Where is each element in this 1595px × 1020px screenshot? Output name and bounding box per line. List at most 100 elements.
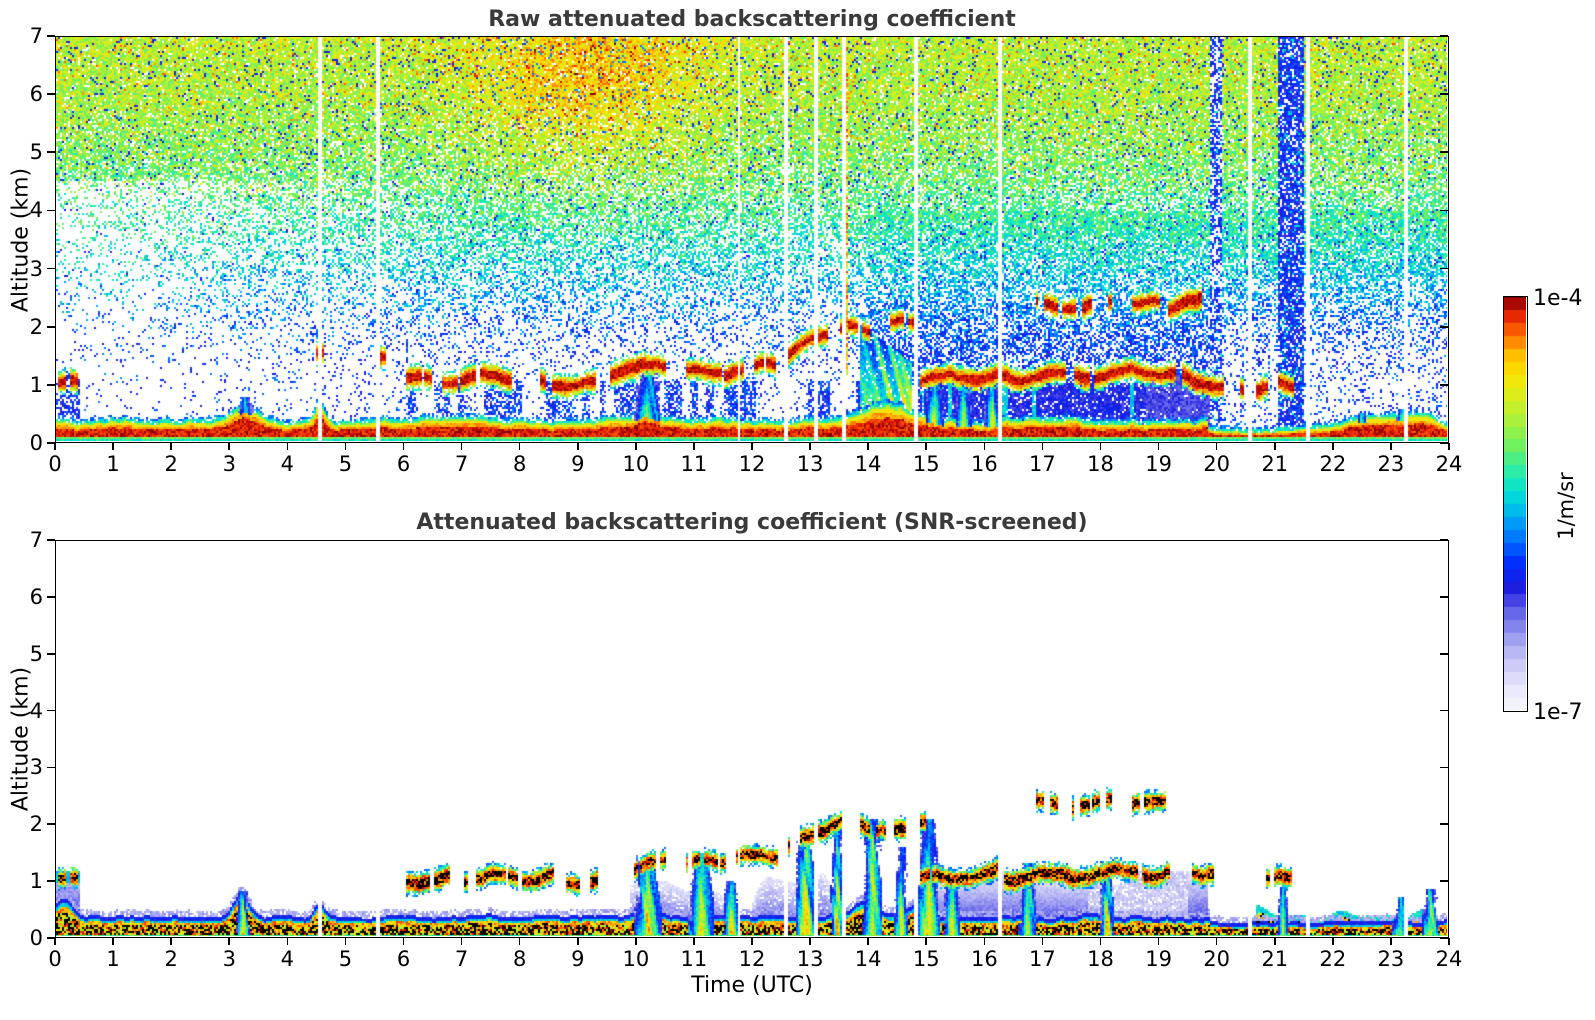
x-tick	[1448, 938, 1450, 945]
y-tick	[47, 384, 55, 386]
x-tick-label: 13	[796, 452, 824, 476]
x-tick-label: 3	[222, 947, 236, 971]
x-tick	[228, 443, 231, 450]
x-tick	[1215, 938, 1218, 945]
y-tick-right	[1439, 384, 1448, 386]
y-tick-label: 4	[29, 698, 43, 723]
x-tick	[693, 443, 695, 450]
screened-panel-title: Attenuated backscattering coefficient (S…	[416, 510, 1088, 535]
x-tick-label: 12	[738, 947, 766, 971]
x-tick-label: 10	[622, 452, 650, 476]
x-tick	[1157, 938, 1160, 945]
x-tick	[286, 938, 289, 945]
x-tick-label: 23	[1377, 452, 1405, 476]
x-tick-label: 19	[1145, 452, 1172, 476]
x-tick-label: 7	[454, 947, 469, 971]
y-tick	[47, 209, 55, 212]
x-tick-label: 12	[738, 452, 766, 476]
y-tick-label: 2	[29, 314, 43, 339]
x-tick-label: 2	[164, 947, 178, 971]
x-tick-label: 5	[338, 947, 353, 971]
x-tick-label: 0	[48, 452, 62, 476]
y-tick	[47, 35, 55, 37]
x-tick-label: 17	[1029, 947, 1056, 971]
y-tick-label: 2	[29, 812, 43, 837]
x-tick	[1448, 443, 1450, 450]
y-tick-right	[1439, 709, 1448, 712]
x-tick	[867, 938, 869, 945]
colorbar	[1503, 296, 1528, 712]
y-tick	[47, 151, 55, 154]
x-tick-label: 14	[854, 947, 882, 971]
x-tick	[344, 443, 347, 450]
y-tick	[47, 880, 55, 882]
y-tick	[47, 823, 55, 826]
x-tick	[1273, 938, 1276, 945]
x-tick	[1099, 443, 1102, 450]
y-tick	[47, 652, 55, 655]
x-tick-label: 20	[1203, 452, 1231, 476]
x-tick	[693, 938, 695, 945]
x-tick	[170, 443, 172, 450]
x-tick-label: 24	[1435, 452, 1463, 476]
x-tick	[925, 938, 928, 945]
y-tick	[47, 325, 55, 328]
y-tick-label: 6	[29, 584, 43, 609]
x-tick-label: 1	[106, 452, 120, 476]
x-tick	[170, 938, 172, 945]
y-tick-right	[1439, 539, 1448, 541]
x-tick	[867, 443, 869, 450]
y-tick-right	[1439, 596, 1448, 598]
y-tick-right	[1439, 35, 1448, 37]
y-tick-right	[1439, 823, 1448, 826]
colorbar-max-label: 1e-4	[1533, 286, 1583, 311]
y-tick-label: 0	[29, 926, 43, 950]
x-tick-label: 11	[680, 452, 708, 476]
y-tick-label: 3	[29, 755, 43, 780]
colorbar-units-label: 1/m/sr	[1554, 472, 1578, 540]
x-tick-label: 6	[396, 452, 411, 476]
y-tick-label: 5	[29, 140, 43, 165]
raw-heatmap-canvas	[56, 37, 1447, 441]
x-tick-label: 0	[48, 947, 62, 971]
x-tick	[1273, 443, 1276, 450]
y-tick-label: 7	[29, 528, 43, 552]
x-tick-label: 21	[1261, 452, 1289, 476]
screened-heatmap-canvas	[56, 541, 1447, 936]
x-tick-label: 7	[454, 452, 469, 476]
x-tick-label: 3	[222, 452, 236, 476]
y-tick-right	[1439, 209, 1448, 212]
x-tick	[983, 938, 986, 945]
x-tick-label: 6	[396, 947, 411, 971]
y-tick-label: 1	[29, 869, 43, 894]
y-tick-right	[1439, 151, 1448, 154]
x-tick-label: 10	[622, 947, 650, 971]
x-tick	[112, 938, 114, 945]
x-tick-label: 20	[1203, 947, 1231, 971]
x-tick	[1332, 443, 1334, 450]
x-tick-label: 14	[854, 452, 882, 476]
y-tick-label: 1	[29, 372, 43, 397]
x-tick-label: 24	[1435, 947, 1463, 971]
y-tick	[47, 709, 55, 712]
x-tick-label: 5	[338, 452, 353, 476]
y-tick-label: 0	[29, 431, 43, 455]
y-tick-label: 3	[29, 256, 43, 281]
x-tick	[402, 443, 405, 450]
x-tick	[1099, 938, 1102, 945]
x-tick	[1041, 443, 1044, 450]
raw-panel-title: Raw attenuated backscattering coefficien…	[488, 7, 1016, 32]
x-tick	[286, 443, 289, 450]
x-tick	[518, 443, 521, 450]
x-tick-label: 1	[106, 947, 120, 971]
x-tick-label: 18	[1087, 452, 1114, 476]
raw-ylabel: Altitude (km)	[8, 167, 34, 313]
x-tick-label: 19	[1145, 947, 1172, 971]
x-tick-label: 16	[970, 452, 998, 476]
y-tick	[47, 539, 55, 541]
x-tick	[925, 443, 928, 450]
y-tick-label: 5	[29, 641, 43, 666]
x-tick	[635, 443, 637, 450]
y-tick-right	[1439, 880, 1448, 882]
x-tick	[1390, 938, 1392, 945]
